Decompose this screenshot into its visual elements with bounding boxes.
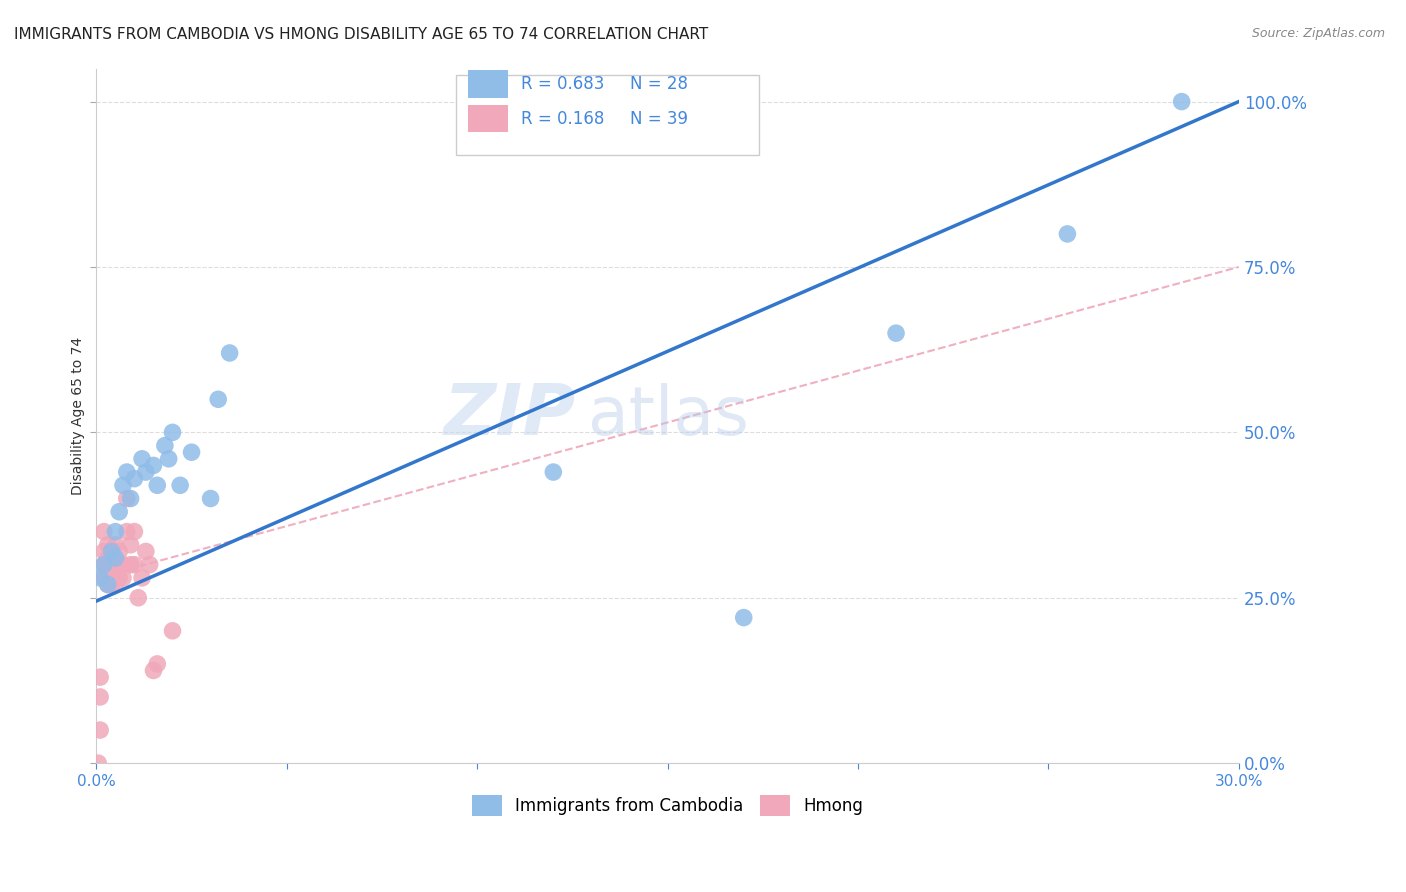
Point	[111, 558, 134, 572]
Point	[108, 558, 131, 572]
Point	[93, 558, 115, 572]
FancyBboxPatch shape	[456, 76, 759, 155]
Point	[146, 657, 169, 671]
Point	[162, 425, 184, 440]
Point	[97, 571, 120, 585]
FancyBboxPatch shape	[468, 70, 508, 98]
Point	[97, 558, 120, 572]
Point	[97, 551, 120, 566]
Point	[124, 558, 146, 572]
Point	[218, 346, 240, 360]
Point	[97, 577, 120, 591]
Point	[104, 571, 127, 585]
Point	[104, 538, 127, 552]
Point	[104, 524, 127, 539]
Point	[93, 571, 115, 585]
Point	[115, 524, 138, 539]
Point	[111, 571, 134, 585]
Text: N = 28: N = 28	[630, 75, 688, 93]
Legend: Immigrants from Cambodia, Hmong: Immigrants from Cambodia, Hmong	[464, 786, 872, 824]
Point	[93, 524, 115, 539]
Point	[153, 439, 176, 453]
Point	[120, 538, 142, 552]
Point	[180, 445, 202, 459]
Point	[89, 723, 111, 737]
FancyBboxPatch shape	[468, 104, 508, 132]
Point	[97, 577, 120, 591]
Point	[89, 571, 111, 585]
Point	[115, 465, 138, 479]
Point	[111, 478, 134, 492]
Point	[157, 451, 180, 466]
Point	[104, 558, 127, 572]
Text: IMMIGRANTS FROM CAMBODIA VS HMONG DISABILITY AGE 65 TO 74 CORRELATION CHART: IMMIGRANTS FROM CAMBODIA VS HMONG DISABI…	[14, 27, 709, 42]
Point	[93, 544, 115, 558]
Point	[108, 571, 131, 585]
Point	[543, 465, 565, 479]
Point	[100, 544, 122, 558]
Y-axis label: Disability Age 65 to 74: Disability Age 65 to 74	[72, 337, 86, 495]
Text: R = 0.683: R = 0.683	[522, 75, 605, 93]
Point	[138, 558, 160, 572]
Point	[142, 664, 165, 678]
Point	[115, 491, 138, 506]
Point	[104, 577, 127, 591]
Point	[97, 538, 120, 552]
Point	[93, 558, 115, 572]
Point	[100, 558, 122, 572]
Point	[100, 571, 122, 585]
Text: R = 0.168: R = 0.168	[522, 110, 605, 128]
Point	[1056, 227, 1078, 241]
Point	[127, 591, 149, 605]
Point	[142, 458, 165, 473]
Point	[200, 491, 222, 506]
Point	[120, 558, 142, 572]
Point	[104, 551, 127, 566]
Point	[131, 451, 153, 466]
Point	[131, 571, 153, 585]
Point	[1170, 95, 1192, 109]
Point	[884, 326, 907, 340]
Point	[89, 670, 111, 684]
Point	[162, 624, 184, 638]
Text: ZIP: ZIP	[444, 381, 576, 450]
Point	[100, 544, 122, 558]
Point	[124, 524, 146, 539]
Point	[108, 544, 131, 558]
Point	[207, 392, 229, 407]
Point	[89, 690, 111, 704]
Point	[135, 465, 157, 479]
Point	[87, 756, 110, 771]
Text: N = 39: N = 39	[630, 110, 688, 128]
Point	[120, 491, 142, 506]
Point	[169, 478, 191, 492]
Point	[135, 544, 157, 558]
Point	[108, 505, 131, 519]
Text: Source: ZipAtlas.com: Source: ZipAtlas.com	[1251, 27, 1385, 40]
Point	[146, 478, 169, 492]
Point	[733, 610, 755, 624]
Point	[100, 577, 122, 591]
Point	[124, 472, 146, 486]
Text: atlas: atlas	[588, 383, 748, 449]
